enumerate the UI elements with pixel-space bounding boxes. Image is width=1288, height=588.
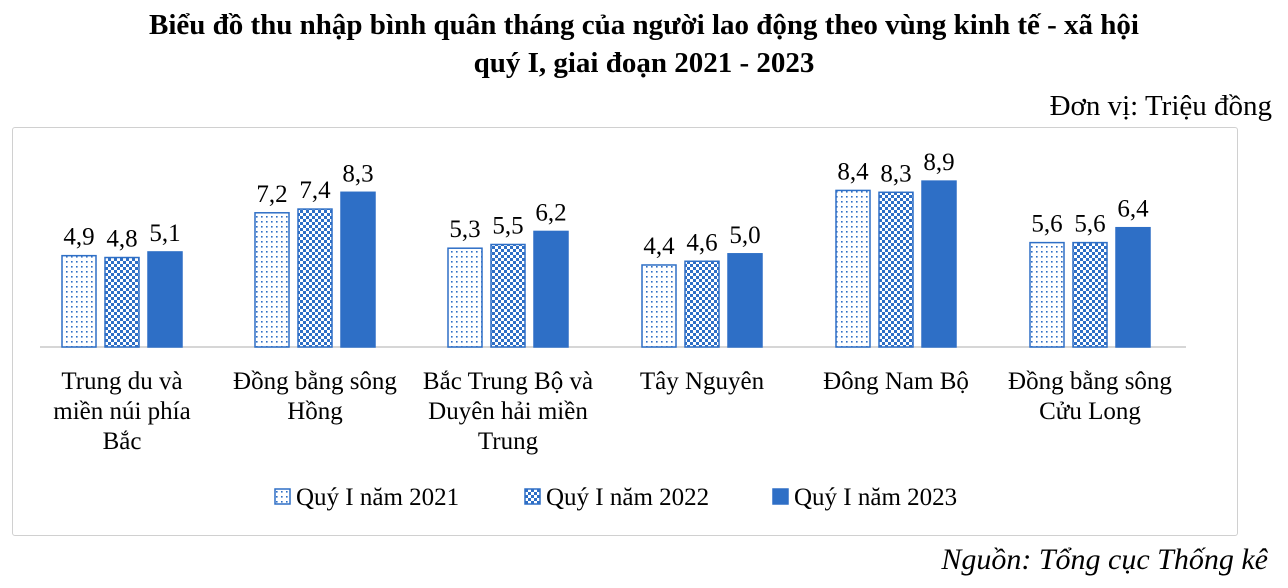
bar-series-3-cat-3: [533, 230, 569, 348]
value-label-series-1-cat-4: 4,4: [643, 233, 675, 260]
category-label-2: Đồng bằng sông Hồng: [233, 368, 397, 425]
source-note: Nguồn: Tổng cục Thống kê: [941, 543, 1268, 576]
category-label-5: Đông Nam Bộ: [823, 368, 969, 395]
legend-label-3: Quý I năm 2023: [794, 484, 957, 511]
category-label-line: Bắc: [103, 428, 142, 455]
value-label-series-3-cat-5: 8,9: [923, 149, 954, 176]
bar-series-1-cat-6: [1029, 241, 1065, 348]
category-label-4: Tây Nguyên: [640, 368, 765, 395]
value-label-series-2-cat-4: 4,6: [686, 229, 717, 256]
value-label-series-1-cat-5: 8,4: [837, 158, 869, 185]
value-label-series-2-cat-2: 7,4: [299, 177, 331, 204]
category-label-line: Hồng: [287, 398, 343, 425]
value-label-series-1-cat-1: 4,9: [63, 224, 94, 251]
legend-label-2: Quý I năm 2022: [546, 484, 709, 511]
value-label-series-3-cat-1: 5,1: [149, 220, 180, 247]
chart-title-line-1: Biểu đồ thu nhập bình quân tháng của ngư…: [148, 9, 1139, 41]
category-label-line: miền núi phía: [53, 398, 190, 425]
legend-swatch-2: [524, 488, 541, 505]
category-label-line: Trung du và: [61, 368, 182, 395]
category-label-line: Đồng bằng sông: [233, 368, 397, 395]
bar-series-2-cat-2: [297, 208, 333, 348]
value-label-series-3-cat-2: 8,3: [342, 160, 373, 187]
bar-series-2-cat-6: [1072, 241, 1108, 348]
category-label-line: Tây Nguyên: [640, 368, 765, 395]
bar-series-2-cat-3: [490, 243, 526, 348]
value-label-series-3-cat-4: 5,0: [729, 222, 760, 249]
category-label-line: Duyên hải miền: [428, 398, 588, 425]
bar-series-2-cat-1: [104, 256, 140, 348]
value-label-series-3-cat-3: 6,2: [535, 199, 566, 226]
value-label-series-1-cat-6: 5,6: [1031, 211, 1062, 238]
bar-series-3-cat-5: [921, 180, 957, 348]
bar-series-1-cat-4: [641, 264, 677, 348]
bar-series-1-cat-5: [835, 189, 871, 348]
chart-title: Biểu đồ thu nhập bình quân tháng của ngư…: [0, 6, 1288, 82]
bar-series-3-cat-4: [727, 253, 763, 348]
value-label-series-2-cat-3: 5,5: [492, 212, 523, 239]
bar-series-3-cat-1: [147, 251, 183, 348]
category-label-line: Trung: [478, 428, 539, 455]
category-label-1: Trung du và miền núi phía Bắc: [53, 368, 190, 455]
bar-series-2-cat-5: [878, 191, 914, 348]
unit-label: Đơn vị: Triệu đồng: [1049, 90, 1272, 122]
value-label-series-1-cat-2: 7,2: [256, 181, 287, 208]
category-label-line: Đồng bằng sông: [1008, 368, 1172, 395]
value-label-series-2-cat-6: 5,6: [1074, 211, 1105, 238]
chart-title-line-2: quý I, giai đoạn 2021 - 2023: [473, 47, 815, 79]
legend-label-1: Quý I năm 2021: [296, 484, 459, 511]
legend: Quý I năm 2021 Quý I năm 2022 Quý I năm 20…: [274, 484, 957, 511]
value-label-series-2-cat-5: 8,3: [880, 160, 911, 187]
bar-series-1-cat-3: [447, 247, 483, 348]
bar-series-1-cat-2: [254, 212, 290, 348]
legend-swatch-3: [772, 488, 789, 505]
bar-series-3-cat-6: [1115, 226, 1151, 348]
category-label-3: Bắc Trung Bộ và Duyên hải miền Trung: [423, 368, 593, 455]
value-labels-layer: 4,9 7,2 5,3 4,4 8,4 5,6 4,8 7,4 5,5 4,6 8,3 5,6 5,1 8…: [63, 149, 1149, 260]
chart-frame: [12, 127, 1238, 536]
category-label-line: Cửu Long: [1039, 398, 1141, 425]
bar-series-2-cat-4: [684, 260, 720, 348]
value-label-series-1-cat-3: 5,3: [449, 216, 480, 243]
value-label-series-3-cat-6: 6,4: [1117, 196, 1149, 223]
category-label-line: Bắc Trung Bộ và: [423, 368, 593, 395]
category-labels-layer: Trung du và miền núi phía Bắc Đồng bằng sôn…: [53, 368, 1172, 455]
legend-swatch-1: [274, 488, 291, 505]
category-label-6: Đồng bằng sông Cửu Long: [1008, 368, 1172, 425]
bar-series-1-cat-1: [61, 254, 97, 348]
value-label-series-2-cat-1: 4,8: [106, 226, 137, 253]
category-label-line: Đông Nam Bộ: [823, 368, 969, 395]
bars-layer: [40, 180, 1186, 348]
bar-series-3-cat-2: [340, 191, 376, 348]
